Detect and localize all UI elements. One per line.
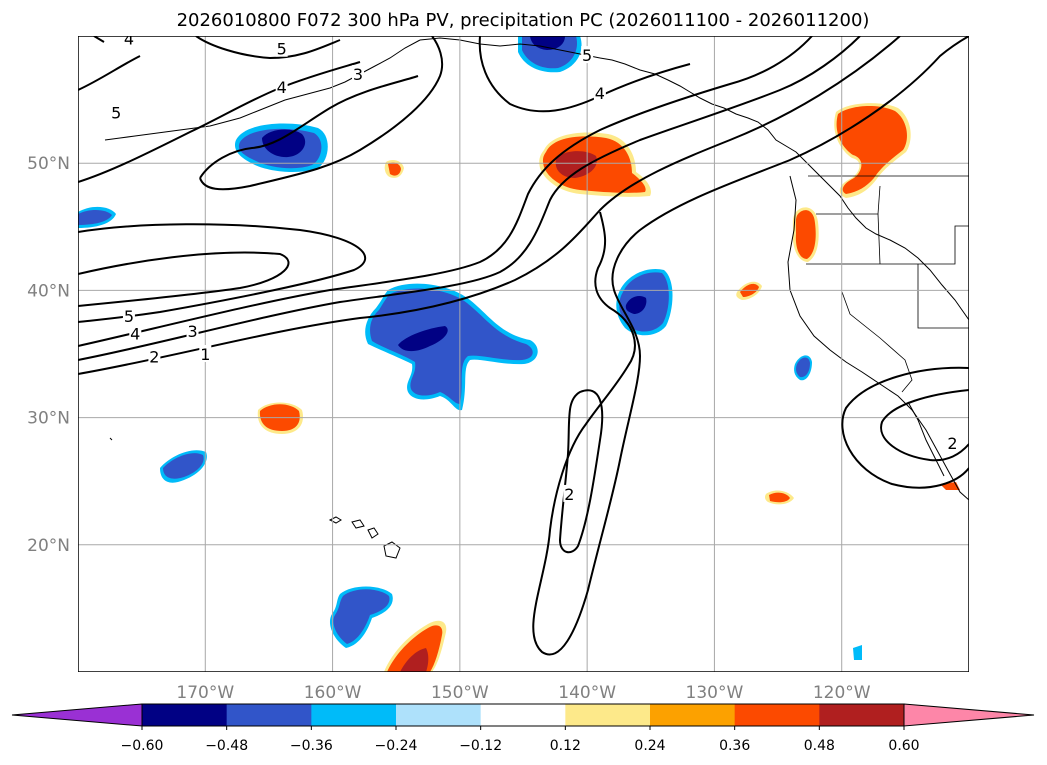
contour-label-bg xyxy=(275,39,288,57)
lon-tick-label: 150°W xyxy=(431,683,489,703)
colorbar-tick-label: 0.36 xyxy=(719,738,750,754)
contour-label: 4 xyxy=(130,325,140,344)
contour-label: 1 xyxy=(200,345,210,364)
colorbar-tick-label: −0.12 xyxy=(459,738,502,754)
colorbar-frame xyxy=(141,703,905,727)
pv-contour-5-west xyxy=(78,251,290,307)
pv-contour-2-cutoff xyxy=(558,389,604,554)
pv-contour-2-jet xyxy=(78,36,861,361)
coastlines xyxy=(104,37,969,501)
colorbar-segment xyxy=(565,704,651,726)
colorbar-segment xyxy=(311,704,397,726)
state-borders xyxy=(806,175,969,393)
contour-label: 2 xyxy=(564,485,574,504)
lat-tick-label: 50°N xyxy=(27,154,70,174)
contour-label: 5 xyxy=(277,40,287,59)
contour-label-bg xyxy=(122,306,135,324)
pv-contour-2-trough xyxy=(532,36,969,656)
lat-tick-label: 40°N xyxy=(27,281,70,301)
colorbar-tick-label: −0.36 xyxy=(290,738,333,754)
colorbar-extend-max xyxy=(903,703,1035,727)
lon-tick-label: 140°W xyxy=(558,683,616,703)
lon-tick-label: 120°W xyxy=(813,683,871,703)
contour-label-bg xyxy=(352,65,365,83)
colorbar-segment xyxy=(396,704,482,726)
pv-contour-upper-ridge xyxy=(199,75,419,179)
contour-label-bg xyxy=(110,103,123,121)
longitude-tick-labels: 170°W 160°W 150°W 140°W 130°W 120°W xyxy=(176,683,870,703)
latitude-tick-labels: 50°N 40°N 30°N 20°N xyxy=(27,154,70,556)
colorbar-tick-label: 0.60 xyxy=(888,738,919,754)
hawaiian-islands xyxy=(109,437,401,559)
contour-label-bg xyxy=(275,77,288,95)
contour-label: 4 xyxy=(595,84,605,103)
lon-tick-label: 170°W xyxy=(176,683,234,703)
contour-label-bg xyxy=(122,36,135,47)
contour-label-bg xyxy=(148,347,161,365)
chart-title: 2026010800 F072 300 hPa PV, precipitatio… xyxy=(177,10,870,31)
colorbar-extend-min xyxy=(11,703,143,727)
contour-label: 5 xyxy=(582,46,592,65)
pv-contours xyxy=(78,36,969,656)
lon-tick-label: 160°W xyxy=(304,683,362,703)
contour-label-bg xyxy=(129,324,142,342)
contour-label: 3 xyxy=(187,322,197,341)
colorbar-tick-label: 0.48 xyxy=(804,738,835,754)
pv-contour-4-west xyxy=(78,223,367,323)
pv-contour-2-baja xyxy=(841,366,969,489)
contour-label: 2 xyxy=(947,434,957,453)
contour-label: 4 xyxy=(277,78,287,97)
contour-label: 5 xyxy=(124,307,134,326)
precip-anomaly-fields xyxy=(78,36,960,672)
colorbar-segment xyxy=(142,704,228,726)
contour-label-bg xyxy=(186,322,199,340)
lat-tick-label: 20°N xyxy=(27,536,70,556)
colorbar-segment xyxy=(819,704,905,726)
colorbar-tick-label: 0.12 xyxy=(550,738,581,754)
colorbar-segment xyxy=(226,704,312,726)
contour-label: 4 xyxy=(124,30,134,49)
contour-label: 5 xyxy=(111,103,121,122)
graticule xyxy=(78,36,969,672)
lon-tick-label: 130°W xyxy=(686,683,744,703)
contour-label: 3 xyxy=(353,65,363,84)
colorbar: −0.60 −0.48 −0.36 −0.24 −0.12 0.12 0.24 0.36 0.4… xyxy=(11,703,1035,754)
colorbar-tick-label: 0.24 xyxy=(634,738,665,754)
lat-tick-label: 30°N xyxy=(27,409,70,429)
contour-label-bg xyxy=(593,84,606,102)
contour-label-bg xyxy=(581,46,594,64)
pv-contour-3-jet xyxy=(78,36,813,347)
contour-label: 2 xyxy=(149,348,159,367)
contour-label-bg xyxy=(946,434,959,452)
contour-label-bg xyxy=(199,345,212,362)
colorbar-segment xyxy=(480,704,566,726)
colorbar-segment xyxy=(650,704,736,726)
colorbar-tick-label: −0.48 xyxy=(205,738,248,754)
pv-contour-1-jet xyxy=(78,36,901,375)
pv-contour-4-north xyxy=(78,61,361,183)
colorbar-tick-label: −0.60 xyxy=(121,738,164,754)
colorbar-tick-label: −0.24 xyxy=(375,738,418,754)
contour-label-bg xyxy=(563,484,576,502)
colorbar-segment xyxy=(734,704,820,726)
